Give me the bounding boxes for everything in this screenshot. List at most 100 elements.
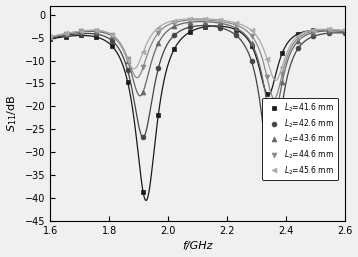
$L_2$=41.6 mm xyxy=(156,113,160,116)
$L_2$=42.6 mm xyxy=(311,35,316,38)
$L_2$=45.6 mm xyxy=(172,19,176,22)
$L_2$=45.6 mm xyxy=(94,29,98,32)
$L_2$=45.6 mm xyxy=(110,34,115,37)
$L_2$=42.6 mm xyxy=(79,32,83,35)
$L_2$=42.6 mm xyxy=(250,60,254,63)
$L_2$=42.6 mm xyxy=(172,34,176,37)
$L_2$=45.6 mm xyxy=(64,32,68,35)
$L_2$=41.6 mm xyxy=(343,30,347,33)
$L_2$=45.6 mm xyxy=(234,21,238,24)
$L_2$=42.6 mm xyxy=(141,136,145,139)
$L_2$=44.6 mm xyxy=(156,31,160,34)
$L_2$=41.6 mm xyxy=(218,25,222,28)
$L_2$=42.6 mm xyxy=(280,103,284,106)
$L_2$=41.6 mm xyxy=(110,45,115,48)
$L_2$=44.6 mm xyxy=(48,35,53,39)
$L_2$=43.6 mm xyxy=(156,42,160,45)
$L_2$=44.6 mm xyxy=(343,29,347,32)
$L_2$=45.6 mm xyxy=(188,17,192,20)
$L_2$=45.6 mm xyxy=(203,17,207,20)
$L_2$=45.6 mm xyxy=(280,65,284,68)
$L_2$=41.6 mm xyxy=(172,48,176,51)
Line: $L_2$=43.6 mm: $L_2$=43.6 mm xyxy=(48,19,347,104)
$L_2$=43.6 mm xyxy=(94,30,98,33)
$L_2$=43.6 mm xyxy=(203,20,207,23)
$L_2$=41.6 mm xyxy=(234,28,238,31)
$L_2$=44.6 mm xyxy=(79,30,83,33)
$L_2$=43.6 mm xyxy=(250,42,254,45)
$L_2$=45.6 mm xyxy=(126,58,130,61)
$L_2$=41.6 mm xyxy=(311,29,316,32)
$L_2$=43.6 mm xyxy=(296,39,300,42)
$L_2$=41.6 mm xyxy=(296,32,300,35)
$L_2$=44.6 mm xyxy=(203,19,207,22)
X-axis label: f/GHz: f/GHz xyxy=(182,241,213,251)
$L_2$=42.6 mm xyxy=(64,34,68,37)
$L_2$=42.6 mm xyxy=(296,47,300,50)
$L_2$=44.6 mm xyxy=(94,29,98,32)
$L_2$=44.6 mm xyxy=(265,75,269,78)
$L_2$=43.6 mm xyxy=(218,22,222,25)
$L_2$=43.6 mm xyxy=(188,21,192,24)
$L_2$=45.6 mm xyxy=(311,28,316,31)
$L_2$=43.6 mm xyxy=(48,36,53,39)
$L_2$=43.6 mm xyxy=(64,33,68,36)
$L_2$=41.6 mm xyxy=(141,190,145,193)
Line: $L_2$=45.6 mm: $L_2$=45.6 mm xyxy=(48,16,347,69)
$L_2$=42.6 mm xyxy=(48,37,53,40)
$L_2$=45.6 mm xyxy=(250,29,254,32)
$L_2$=43.6 mm xyxy=(234,27,238,30)
$L_2$=44.6 mm xyxy=(126,57,130,60)
$L_2$=44.6 mm xyxy=(172,21,176,24)
$L_2$=44.6 mm xyxy=(311,30,316,33)
$L_2$=41.6 mm xyxy=(79,34,83,37)
$L_2$=42.6 mm xyxy=(156,67,160,70)
$L_2$=43.6 mm xyxy=(172,25,176,28)
$L_2$=43.6 mm xyxy=(327,29,331,32)
$L_2$=41.6 mm xyxy=(327,29,331,32)
$L_2$=41.6 mm xyxy=(126,80,130,84)
$L_2$=43.6 mm xyxy=(141,90,145,94)
$L_2$=42.6 mm xyxy=(110,39,115,42)
$L_2$=44.6 mm xyxy=(110,33,115,36)
Line: $L_2$=44.6 mm: $L_2$=44.6 mm xyxy=(48,17,347,79)
Y-axis label: $S_{11}$/dB: $S_{11}$/dB xyxy=(6,95,19,132)
$L_2$=44.6 mm xyxy=(296,36,300,40)
$L_2$=45.6 mm xyxy=(48,35,53,38)
$L_2$=44.6 mm xyxy=(280,73,284,76)
$L_2$=45.6 mm xyxy=(296,34,300,37)
$L_2$=44.6 mm xyxy=(218,20,222,23)
$L_2$=44.6 mm xyxy=(327,29,331,32)
$L_2$=41.6 mm xyxy=(250,44,254,47)
$L_2$=41.6 mm xyxy=(265,93,269,96)
$L_2$=41.6 mm xyxy=(64,35,68,38)
$L_2$=42.6 mm xyxy=(203,24,207,27)
$L_2$=45.6 mm xyxy=(327,28,331,31)
$L_2$=44.6 mm xyxy=(64,32,68,35)
$L_2$=42.6 mm xyxy=(94,33,98,36)
$L_2$=42.6 mm xyxy=(218,26,222,29)
$L_2$=42.6 mm xyxy=(327,32,331,35)
$L_2$=44.6 mm xyxy=(250,34,254,37)
$L_2$=45.6 mm xyxy=(218,19,222,22)
$L_2$=44.6 mm xyxy=(234,24,238,27)
$L_2$=43.6 mm xyxy=(110,35,115,38)
Legend: $L_2$=41.6 mm, $L_2$=42.6 mm, $L_2$=43.6 mm, $L_2$=44.6 mm, $L_2$=45.6 mm: $L_2$=41.6 mm, $L_2$=42.6 mm, $L_2$=43.6… xyxy=(262,98,338,180)
$L_2$=43.6 mm xyxy=(265,100,269,103)
$L_2$=45.6 mm xyxy=(141,51,145,54)
$L_2$=45.6 mm xyxy=(343,29,347,32)
$L_2$=41.6 mm xyxy=(280,52,284,55)
$L_2$=45.6 mm xyxy=(79,30,83,33)
$L_2$=45.6 mm xyxy=(265,57,269,60)
$L_2$=42.6 mm xyxy=(343,31,347,34)
$L_2$=43.6 mm xyxy=(280,81,284,84)
$L_2$=41.6 mm xyxy=(48,38,53,41)
$L_2$=42.6 mm xyxy=(265,157,269,160)
$L_2$=41.6 mm xyxy=(94,35,98,39)
Line: $L_2$=41.6 mm: $L_2$=41.6 mm xyxy=(48,24,347,194)
$L_2$=44.6 mm xyxy=(188,19,192,22)
$L_2$=45.6 mm xyxy=(156,26,160,29)
$L_2$=43.6 mm xyxy=(311,31,316,34)
$L_2$=43.6 mm xyxy=(343,30,347,33)
$L_2$=42.6 mm xyxy=(188,26,192,29)
